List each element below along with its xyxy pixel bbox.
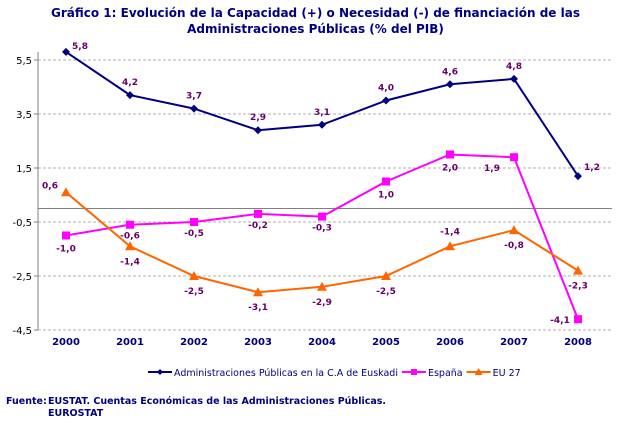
data-point-square <box>126 220 134 229</box>
data-label: 0,6 <box>42 181 58 191</box>
data-label: -0,8 <box>504 241 524 251</box>
y-tick-label: 3,5 <box>16 110 32 121</box>
data-label: 1,2 <box>584 163 600 173</box>
data-label: -2,3 <box>568 282 588 292</box>
chart-title: Gráfico 1: Evolución de la Capacidad (+)… <box>51 6 580 36</box>
source-text: EUSTAT. Cuentas Económicas de las Admini… <box>48 396 387 407</box>
data-label: 1,9 <box>484 164 500 174</box>
data-point-square <box>382 177 390 186</box>
data-label: 2,9 <box>250 113 266 123</box>
data-label: 4,0 <box>378 84 394 94</box>
data-point-diamond <box>510 74 518 83</box>
data-point-square <box>510 153 518 162</box>
data-label: -3,1 <box>248 303 268 313</box>
data-label: 4,2 <box>122 78 138 88</box>
y-tick-label: 1,5 <box>16 164 32 175</box>
data-label: -0,6 <box>120 232 140 242</box>
data-point-triangle <box>381 271 391 280</box>
legend-marker-triangle <box>474 368 483 375</box>
y-tick-label: -0,5 <box>12 218 32 229</box>
data-point-square <box>62 231 70 240</box>
data-label: -2,5 <box>184 287 204 297</box>
data-label: 3,7 <box>186 92 202 102</box>
y-tick-label: -2,5 <box>12 272 32 283</box>
x-tick-label: 2000 <box>52 337 80 348</box>
data-point-triangle <box>573 265 583 275</box>
data-label: 5,8 <box>72 42 88 52</box>
data-point-diamond <box>126 91 134 100</box>
y-tick-label: 5,5 <box>16 56 32 67</box>
data-label: -1,0 <box>56 245 76 255</box>
data-label: 1,0 <box>378 191 394 201</box>
x-tick-label: 2008 <box>564 337 592 348</box>
legend-marker-square <box>410 369 417 375</box>
data-point-triangle <box>125 241 135 251</box>
data-label: -2,9 <box>312 298 332 308</box>
data-point-square <box>190 218 198 226</box>
x-tick-label: 2007 <box>500 337 528 348</box>
x-tick-label: 2004 <box>308 337 336 348</box>
data-label: 4,8 <box>506 62 522 72</box>
data-point-triangle <box>317 281 327 291</box>
source-label: Fuente: <box>6 396 47 407</box>
y-tick-label: -4,5 <box>12 326 32 337</box>
x-tick-label: 2002 <box>180 337 208 348</box>
data-point-diamond <box>62 47 70 56</box>
x-tick-label: 2005 <box>372 337 400 348</box>
source-text-2: EUROSTAT <box>48 408 104 419</box>
source-note: Fuente:EUSTAT. Cuentas Económicas de las… <box>6 396 386 420</box>
data-label: -1,4 <box>120 257 140 267</box>
data-point-diamond <box>574 172 582 181</box>
data-point-diamond <box>382 96 390 105</box>
data-point-diamond <box>446 80 454 89</box>
data-point-triangle <box>509 225 519 235</box>
data-label: -1,4 <box>440 227 460 237</box>
data-point-square <box>254 209 262 218</box>
legend-label: Administraciones Públicas en la C.A de E… <box>174 368 398 379</box>
data-label: -2,5 <box>376 287 396 297</box>
data-point-diamond <box>254 126 262 135</box>
data-point-square <box>574 315 582 324</box>
data-point-square <box>318 212 326 221</box>
data-point-diamond <box>190 104 198 113</box>
legend-marker-diamond <box>157 369 163 375</box>
data-label: -0,2 <box>248 221 268 231</box>
data-label: 3,1 <box>314 108 330 118</box>
x-tick-label: 2001 <box>116 337 144 348</box>
series-line-1 <box>65 153 579 320</box>
data-label: -0,3 <box>312 224 332 234</box>
data-point-triangle <box>445 241 455 251</box>
legend-label: EU 27 <box>493 368 521 379</box>
data-label: -4,1 <box>550 316 570 326</box>
x-tick-label: 2006 <box>436 337 464 348</box>
data-point-square <box>446 150 454 159</box>
data-label: 2,0 <box>442 164 458 174</box>
data-point-triangle <box>61 187 71 197</box>
series-line-2 <box>65 191 579 294</box>
data-label: 4,6 <box>442 67 458 77</box>
data-point-diamond <box>318 120 326 129</box>
data-label: -0,5 <box>184 229 204 239</box>
x-tick-label: 2003 <box>244 337 272 348</box>
data-point-triangle <box>253 287 263 297</box>
data-point-triangle <box>189 271 199 280</box>
legend-label: España <box>428 368 463 379</box>
